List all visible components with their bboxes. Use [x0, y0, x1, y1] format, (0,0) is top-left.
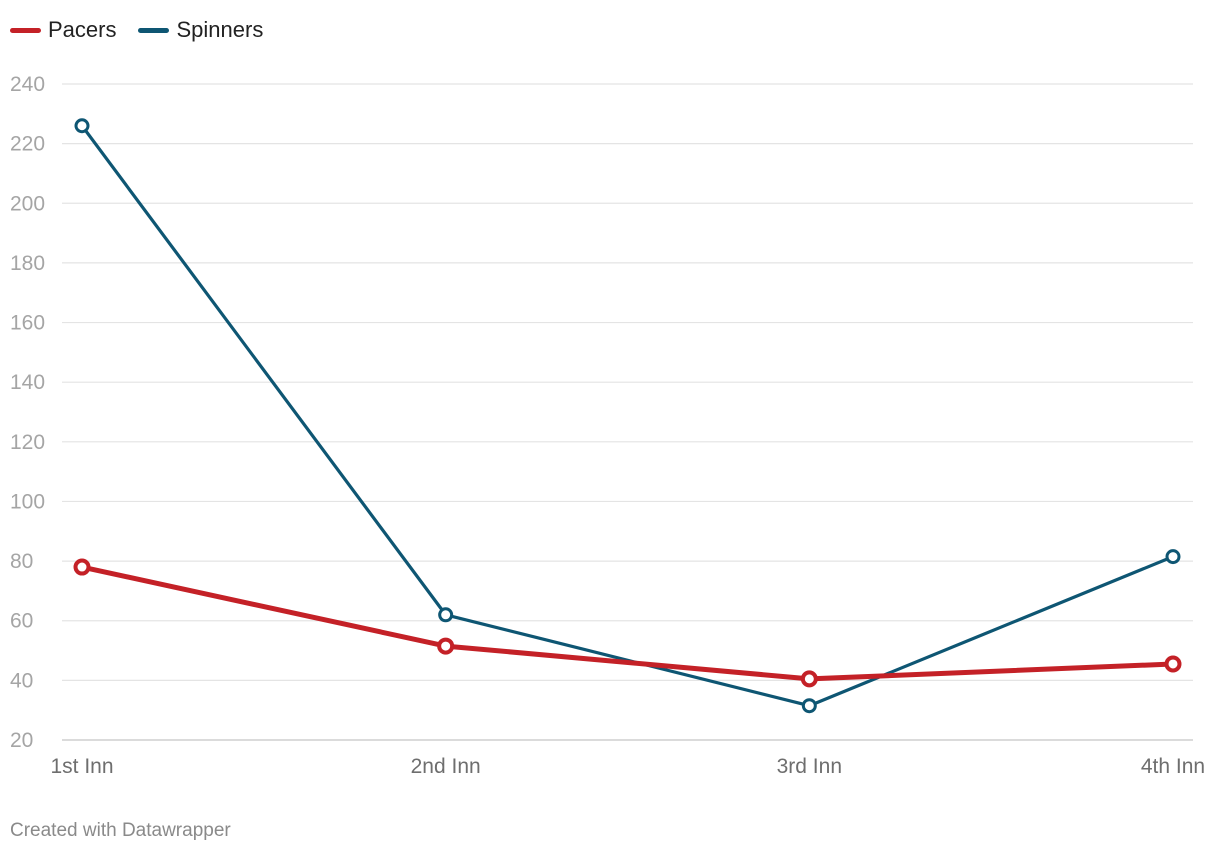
- y-tick-label: 160: [10, 312, 45, 335]
- x-tick-label: 4th Inn: [1141, 755, 1205, 778]
- y-tick-label: 200: [10, 192, 45, 215]
- data-point-spinners: [1165, 549, 1181, 565]
- y-tick-label: 20: [10, 729, 33, 752]
- footer-credit: Created with Datawrapper: [10, 820, 231, 841]
- data-point-pacers: [800, 670, 818, 688]
- line-chart: 20 40 60 80 100 120 140 160 180 200 220 240 1st Inn…: [10, 73, 1205, 778]
- y-axis-ticks: 20 40 60 80 100 120 140 160 180 200 220 240: [10, 73, 45, 752]
- y-tick-label: 240: [10, 73, 45, 96]
- gridlines: [62, 83, 1193, 741]
- x-axis-ticks: 1st Inn 2nd Inn 3rd Inn 4th Inn: [50, 755, 1205, 778]
- x-tick-label: 1st Inn: [50, 755, 113, 778]
- series-line-pacers: [79, 564, 1176, 682]
- legend-label-pacers: Pacers: [48, 17, 117, 42]
- y-tick-label: 60: [10, 610, 33, 633]
- y-tick-label: 220: [10, 133, 45, 156]
- series-lines: [79, 124, 1176, 708]
- x-tick-label: 3rd Inn: [777, 755, 842, 778]
- legend-swatch-pacers: [10, 27, 41, 33]
- data-point-pacers: [1164, 655, 1182, 673]
- series-line-spinners: [80, 124, 1175, 708]
- y-tick-label: 180: [10, 252, 45, 275]
- y-tick-label: 40: [10, 669, 33, 692]
- data-point-pacers: [73, 558, 91, 576]
- chart-legend: Pacers Spinners: [10, 16, 263, 44]
- legend-item-spinners: Spinners: [138, 17, 263, 43]
- data-point-pacers: [437, 637, 455, 655]
- data-point-spinners: [438, 607, 454, 623]
- y-tick-label: 100: [10, 490, 45, 513]
- legend-label-spinners: Spinners: [176, 17, 264, 42]
- data-point-spinners: [801, 698, 817, 714]
- legend-swatch-spinners: [138, 27, 170, 33]
- y-tick-label: 120: [10, 431, 45, 454]
- y-tick-label: 140: [10, 371, 45, 394]
- x-tick-label: 2nd Inn: [411, 755, 481, 778]
- y-tick-label: 80: [10, 550, 33, 573]
- legend-item-pacers: Pacers: [10, 17, 116, 43]
- data-points: [73, 118, 1182, 714]
- data-point-spinners: [74, 118, 90, 134]
